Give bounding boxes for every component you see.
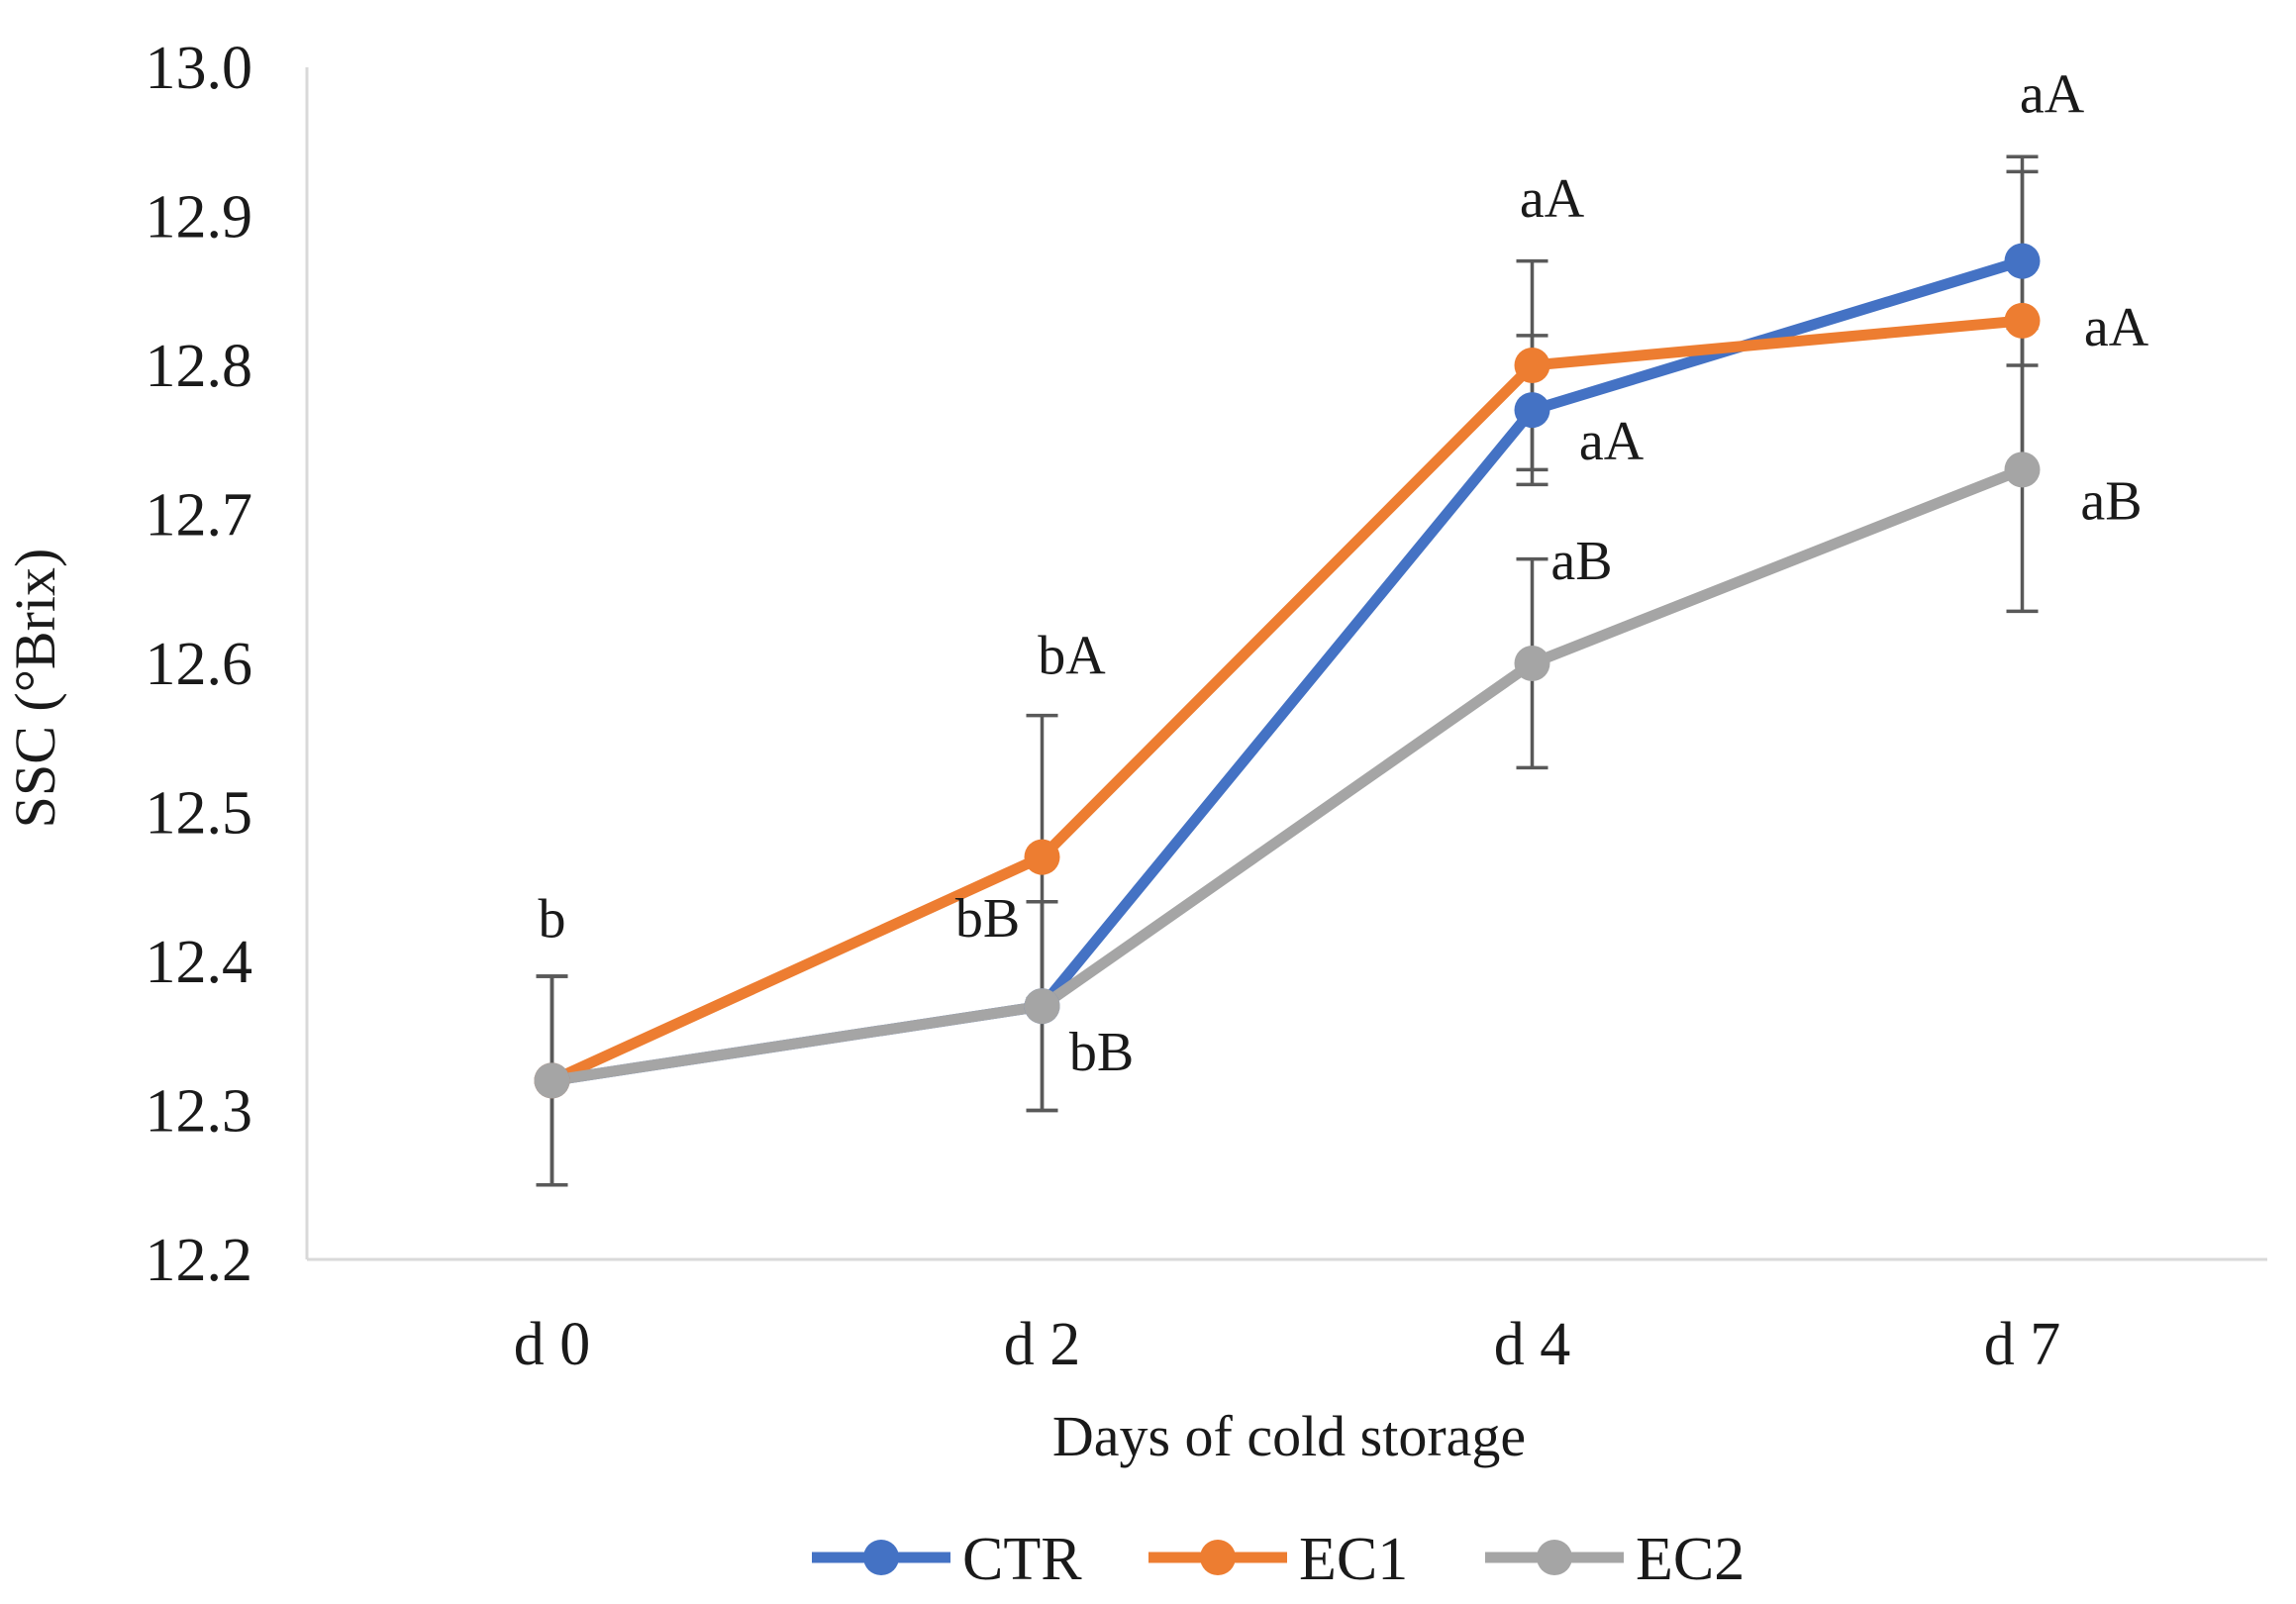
significance-label: aA bbox=[1579, 411, 1645, 472]
significance-label: aB bbox=[1550, 531, 1612, 592]
data-point-ec2 bbox=[1514, 646, 1550, 681]
data-point-ec1 bbox=[1024, 839, 1060, 875]
series-points bbox=[534, 243, 2041, 1099]
x-tick-label: d 0 bbox=[514, 1311, 591, 1378]
y-tick-label: 12.6 bbox=[146, 631, 253, 698]
significance-label: bA bbox=[1038, 626, 1106, 687]
y-tick-labels: 12.2 12.3 12.4 12.5 12.6 12.7 12.8 12.9 13.0 bbox=[146, 35, 253, 1294]
y-tick-label: 12.7 bbox=[146, 482, 253, 550]
x-tick-label: d 4 bbox=[1494, 1311, 1571, 1378]
data-point-ec2 bbox=[1024, 988, 1060, 1025]
axes bbox=[305, 67, 2267, 1261]
x-tick-labels: d 0 d 2 d 4 d 7 bbox=[514, 1311, 2061, 1378]
legend-swatch-marker bbox=[1200, 1540, 1236, 1575]
legend-item-ec2: EC2 bbox=[1485, 1526, 1745, 1593]
significance-labels: bB aA aA bA aA aA b bB aB aB bbox=[539, 64, 2149, 1084]
legend-swatch-marker bbox=[863, 1540, 899, 1575]
series-line-ctr bbox=[547, 255, 2028, 1086]
legend-item-ec1: EC1 bbox=[1148, 1526, 1408, 1593]
series-line-ec1 bbox=[547, 315, 2028, 1086]
significance-label: b bbox=[539, 888, 566, 950]
series-lines bbox=[547, 255, 2028, 1086]
legend-label: CTR bbox=[962, 1526, 1082, 1593]
legend-label: EC2 bbox=[1636, 1526, 1745, 1593]
y-tick-label: 12.8 bbox=[146, 333, 253, 400]
data-point-ctr bbox=[1514, 392, 1550, 429]
significance-label: aB bbox=[2080, 470, 2142, 532]
y-tick-label: 12.2 bbox=[146, 1227, 253, 1294]
y-tick-label: 12.5 bbox=[146, 780, 253, 848]
y-tick-label: 12.3 bbox=[146, 1078, 253, 1146]
y-axis-title: SSC (°Brix) bbox=[3, 549, 67, 829]
significance-label: aA bbox=[2084, 297, 2149, 358]
y-tick-label: 12.9 bbox=[146, 184, 253, 251]
series-line-ec2 bbox=[547, 463, 2028, 1086]
y-tick-label: 13.0 bbox=[146, 35, 253, 102]
x-tick-label: d 7 bbox=[1984, 1311, 2061, 1378]
data-point-ctr bbox=[2004, 243, 2041, 279]
significance-label: aA bbox=[2020, 64, 2085, 126]
significance-label: bB bbox=[955, 888, 1020, 950]
significance-label: aA bbox=[1520, 168, 1585, 230]
legend-label: EC1 bbox=[1299, 1526, 1408, 1593]
x-tick-label: d 2 bbox=[1004, 1311, 1081, 1378]
legend-swatch-marker bbox=[1537, 1540, 1572, 1575]
legend-item-ctr: CTR bbox=[812, 1526, 1082, 1593]
data-point-ec2 bbox=[2004, 451, 2041, 488]
data-point-ec2 bbox=[534, 1062, 570, 1099]
significance-label: bB bbox=[1069, 1022, 1134, 1083]
data-point-ec1 bbox=[1514, 348, 1550, 383]
data-point-ec1 bbox=[2004, 302, 2041, 339]
y-tick-label: 12.4 bbox=[146, 929, 253, 996]
legend: CTR EC1 EC2 bbox=[812, 1526, 1745, 1593]
error-bars bbox=[536, 154, 2039, 1187]
x-axis-title: Days of cold storage bbox=[1052, 1404, 1526, 1468]
